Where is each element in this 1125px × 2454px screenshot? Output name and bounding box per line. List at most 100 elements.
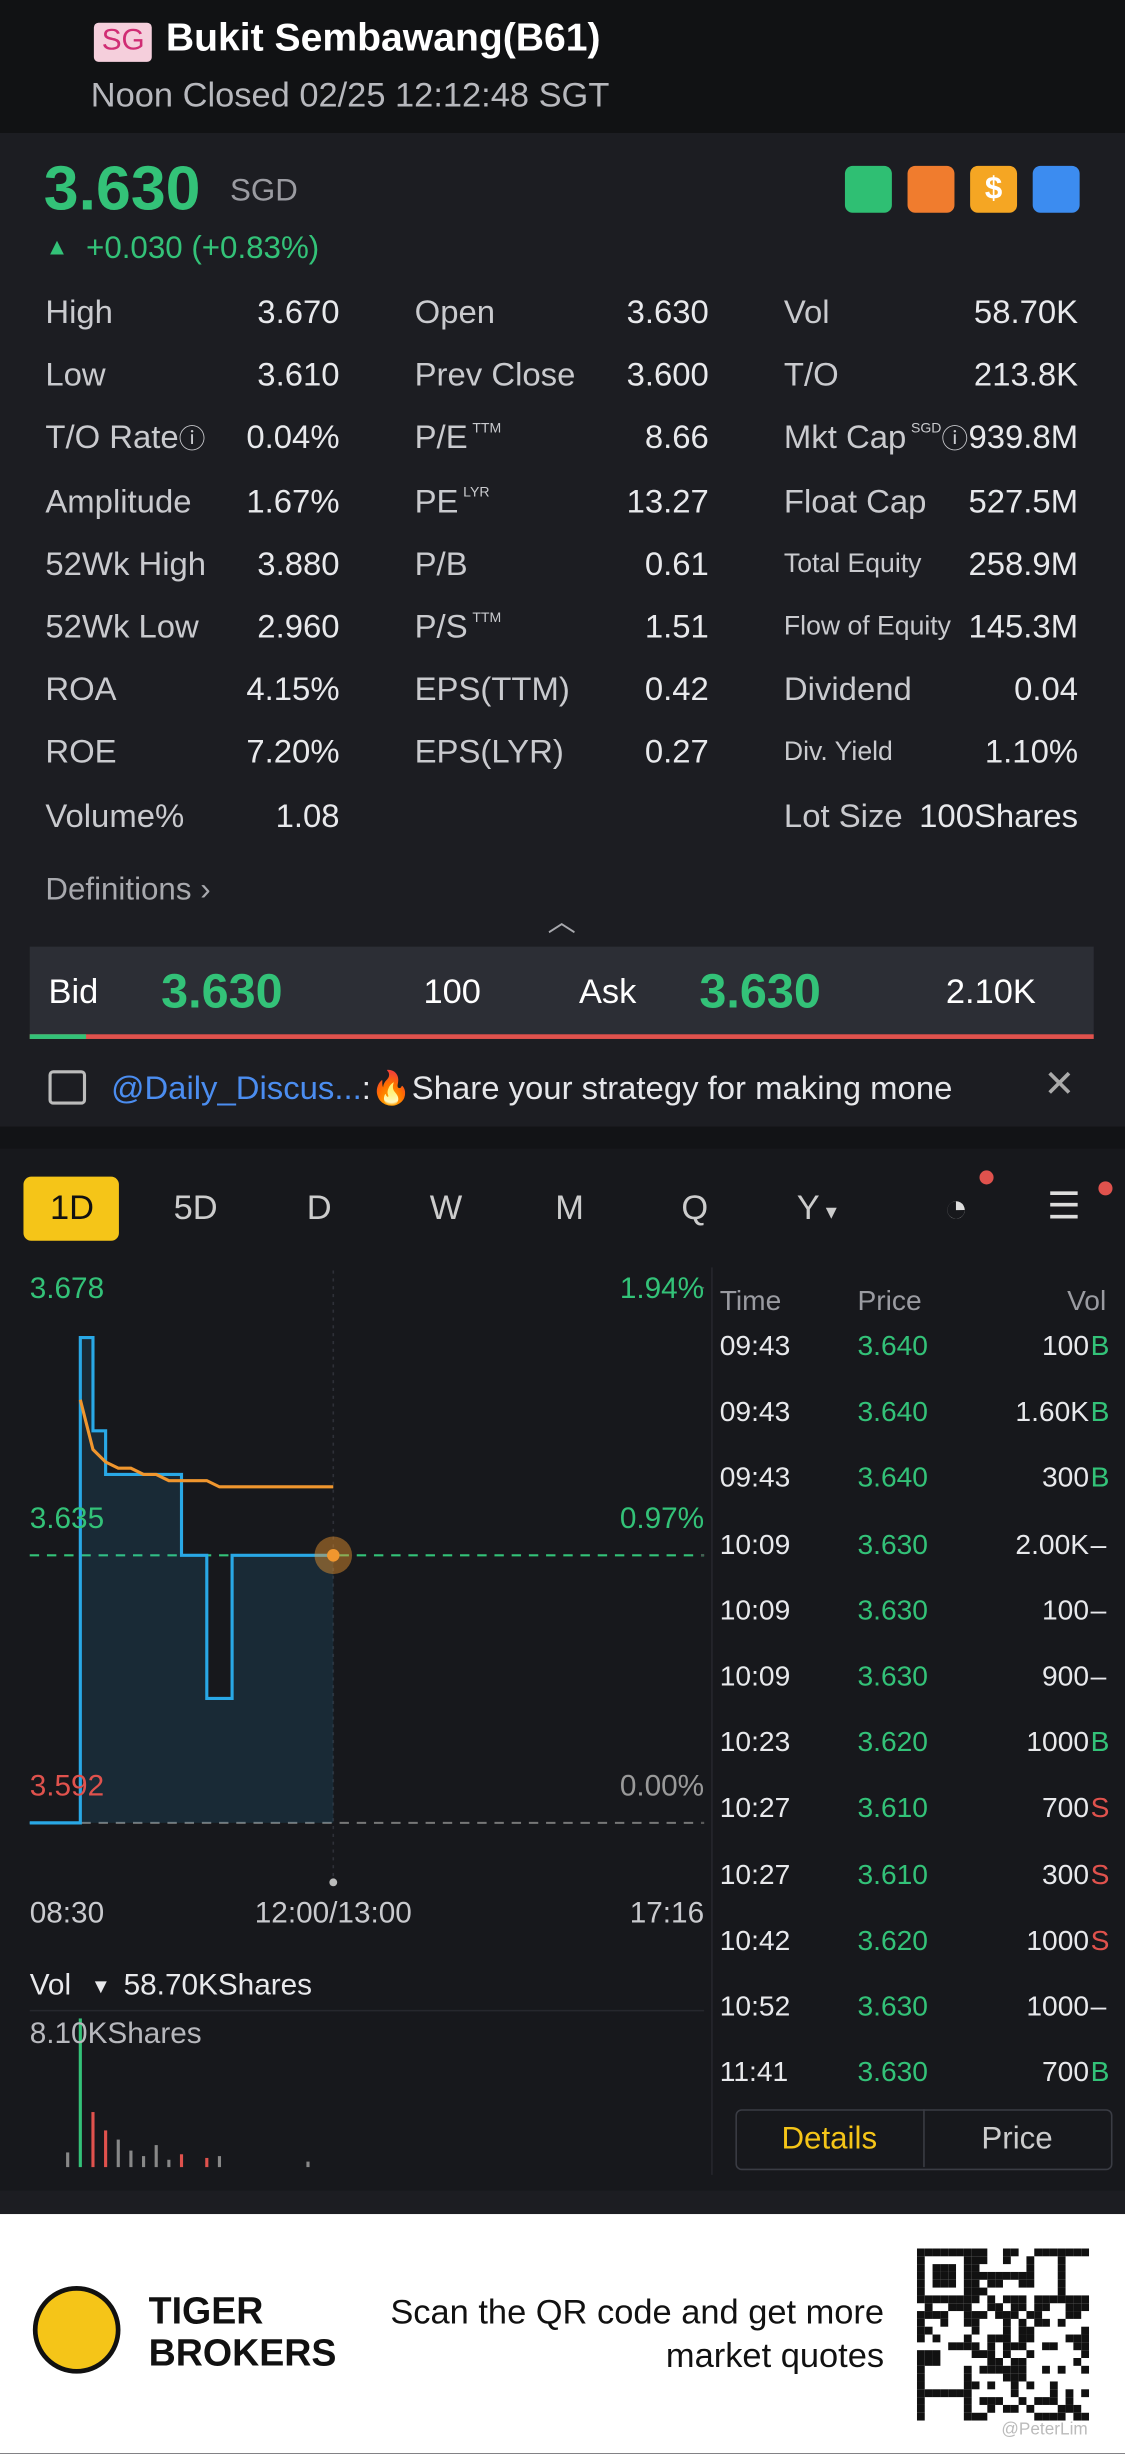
close[interactable]: ✕ — [1043, 1063, 1076, 1106]
icon[interactable]: $ — [970, 165, 1018, 213]
label: 52Wk Low — [45, 609, 199, 646]
stat-label: T/O — [784, 358, 839, 394]
trade-side: B — [1090, 1462, 1110, 1494]
details-button[interactable]: Details — [781, 2121, 878, 2157]
qr-cell — [979, 2256, 988, 2265]
bid-label: Bid — [48, 971, 99, 1011]
superscript: TTM — [472, 420, 502, 437]
y-tick-label: 3.678 — [29, 1272, 105, 1306]
qr-cell — [963, 2334, 972, 2343]
qr-cell — [932, 2264, 941, 2272]
qr-cell — [987, 2404, 996, 2413]
volume-bar — [179, 2154, 184, 2168]
qr-cell — [1081, 2342, 1090, 2351]
label: PE — [414, 483, 459, 520]
tab[interactable]: 5D — [173, 1187, 218, 1227]
qr-cell — [1010, 2381, 1019, 2390]
tab[interactable]: Y ▾ — [796, 1187, 837, 1227]
tab[interactable]: M — [555, 1187, 584, 1227]
qr-cell — [979, 2397, 988, 2405]
qr-cell — [1042, 2248, 1050, 2257]
qr-cell — [916, 2318, 925, 2327]
qr-cell — [924, 2248, 933, 2257]
stat-label: Dividend — [784, 672, 912, 708]
qr-cell — [963, 2264, 972, 2272]
qr-cell — [1010, 2365, 1019, 2374]
qr-cell — [1057, 2256, 1066, 2265]
qr-cell — [1018, 2373, 1027, 2382]
label: High — [45, 294, 113, 331]
qr-cell — [1002, 2318, 1011, 2327]
qr-cell — [1081, 2326, 1090, 2335]
volume-dropdown: ▼ — [90, 1974, 111, 1998]
qr-cell — [963, 2295, 972, 2304]
label: ROA — [45, 672, 117, 709]
qr-cell — [916, 2350, 925, 2359]
definitions-link[interactable]: Definitions › — [45, 873, 211, 908]
label: ROE — [45, 735, 117, 772]
qr-cell — [971, 2287, 980, 2296]
settings-icon[interactable]: ☰ — [1047, 1185, 1081, 1228]
label: Low — [45, 357, 106, 394]
qr-cell — [1018, 2295, 1027, 2304]
tab[interactable]: D — [306, 1187, 332, 1227]
stat-value: 213.8K — [973, 357, 1079, 394]
volume-bar — [167, 2159, 171, 2168]
x-tick-label: 12:00/13:00 — [254, 1897, 412, 1931]
qr-cell — [963, 2287, 972, 2296]
qr-cell — [948, 2248, 957, 2257]
qr-cell — [1049, 2381, 1058, 2390]
qr-cell — [995, 2358, 1003, 2366]
stat-label: ROA — [45, 672, 116, 708]
stat-label: P/E TTM — [415, 421, 502, 457]
tab[interactable]: 1D — [49, 1187, 94, 1227]
info-icon[interactable]: ⓘ — [178, 425, 206, 456]
label: Flow of Equity — [783, 611, 951, 641]
stat-label: T/O Rateⓘ — [45, 421, 205, 457]
stat-value: 100Shares — [919, 798, 1079, 835]
qr-cell — [1018, 2318, 1027, 2327]
discussion[interactable]: @Daily_Discus...:🔥Share your strategy fo… — [111, 1071, 952, 1107]
label: Prev Close — [414, 357, 576, 394]
qr-cell — [1081, 2295, 1090, 2304]
qr-cell — [1057, 2248, 1066, 2257]
qr-cell — [979, 2248, 988, 2257]
qr-cell — [987, 2295, 996, 2304]
stat-value: 7.20% — [246, 735, 340, 772]
trade-time: 10:23 — [719, 1726, 791, 1758]
qr-cell — [916, 2404, 925, 2413]
stat-label: PE LYR — [415, 484, 490, 520]
trade-volume: 900 — [1042, 1660, 1090, 1692]
trade-price: 3.610 — [857, 1792, 928, 1824]
icon[interactable] — [907, 165, 955, 213]
icon[interactable] — [844, 165, 892, 213]
stat-label: Mkt Cap SGDⓘ — [784, 421, 968, 457]
qr-cell — [971, 2264, 980, 2272]
icon[interactable] — [1032, 165, 1080, 213]
volume-bar — [205, 2157, 209, 2168]
qr-cell — [963, 2318, 972, 2327]
indicator-icon[interactable]: ◔ — [943, 1184, 969, 1231]
trade-volume: 100 — [1042, 1330, 1090, 1362]
price-button[interactable]: Price — [981, 2121, 1053, 2157]
tab[interactable]: W — [429, 1187, 463, 1227]
bid-size: 100 — [423, 971, 481, 1011]
qr-cell — [963, 2342, 972, 2351]
collapse[interactable]: ︿ — [547, 906, 576, 938]
qr-cell — [971, 2279, 980, 2288]
tab[interactable]: Q — [681, 1187, 709, 1227]
qr-cell — [1010, 2389, 1019, 2398]
stat-value: 3.670 — [257, 294, 340, 331]
qr-cell — [924, 2303, 933, 2312]
info-icon[interactable]: ⓘ — [941, 425, 969, 456]
trade-time: 09:43 — [719, 1396, 791, 1428]
qr-cell — [932, 2334, 941, 2343]
label: Mkt Cap — [783, 420, 907, 457]
price: 3.630 — [43, 154, 201, 224]
qr-cell — [979, 2287, 988, 2296]
label: Amplitude — [45, 483, 192, 520]
qr-cell — [1026, 2271, 1035, 2280]
volume-bar — [306, 2161, 310, 2168]
qr-cell — [948, 2271, 957, 2280]
qr-cell — [1002, 2248, 1011, 2257]
